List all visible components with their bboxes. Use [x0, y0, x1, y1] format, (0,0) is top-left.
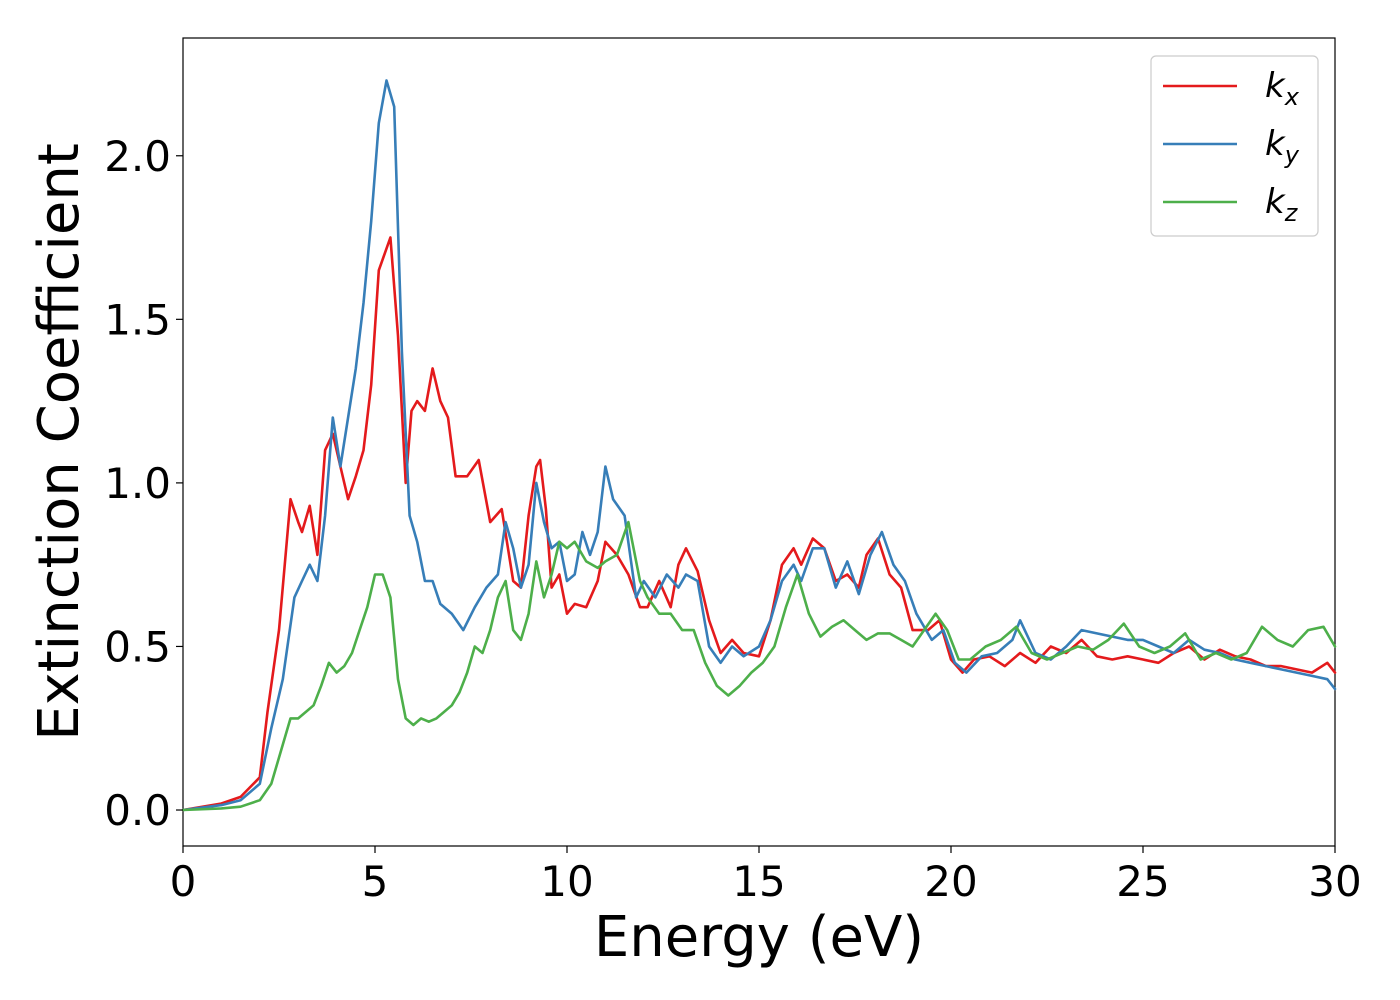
series-line-kx — [181, 236, 1337, 812]
y-tick-label: 1.0 — [104, 459, 171, 508]
x-tick-label: 20 — [924, 857, 977, 906]
legend-label-ky: ky — [1265, 124, 1300, 169]
y-tick-label: 1.5 — [104, 295, 171, 344]
series-line-ky — [181, 79, 1337, 812]
x-tick-label: 0 — [170, 857, 197, 906]
x-tick-label: 5 — [362, 857, 389, 906]
y-axis-title: Extinction Coefficient — [27, 143, 92, 741]
legend-label-kz: kz — [1265, 182, 1299, 227]
y-tick-label: 0.0 — [104, 786, 171, 835]
legend: kx ky kz — [1150, 55, 1319, 237]
y-axis: 0.0 0.5 1.0 1.5 2.0 — [104, 132, 183, 835]
series-line-kz — [181, 520, 1337, 812]
x-axis: 0 5 10 15 20 25 30 — [170, 846, 1362, 906]
x-tick-label: 30 — [1308, 857, 1361, 906]
x-axis-title: Energy (eV) — [594, 905, 924, 970]
legend-label-kx: kx — [1265, 66, 1300, 111]
y-tick-label: 2.0 — [104, 132, 171, 181]
series-layer — [181, 79, 1337, 812]
x-tick-label: 10 — [540, 857, 593, 906]
y-tick-label: 0.5 — [104, 622, 171, 671]
legend-frame — [1150, 55, 1319, 237]
x-tick-label: 25 — [1116, 857, 1169, 906]
x-tick-label: 15 — [732, 857, 785, 906]
